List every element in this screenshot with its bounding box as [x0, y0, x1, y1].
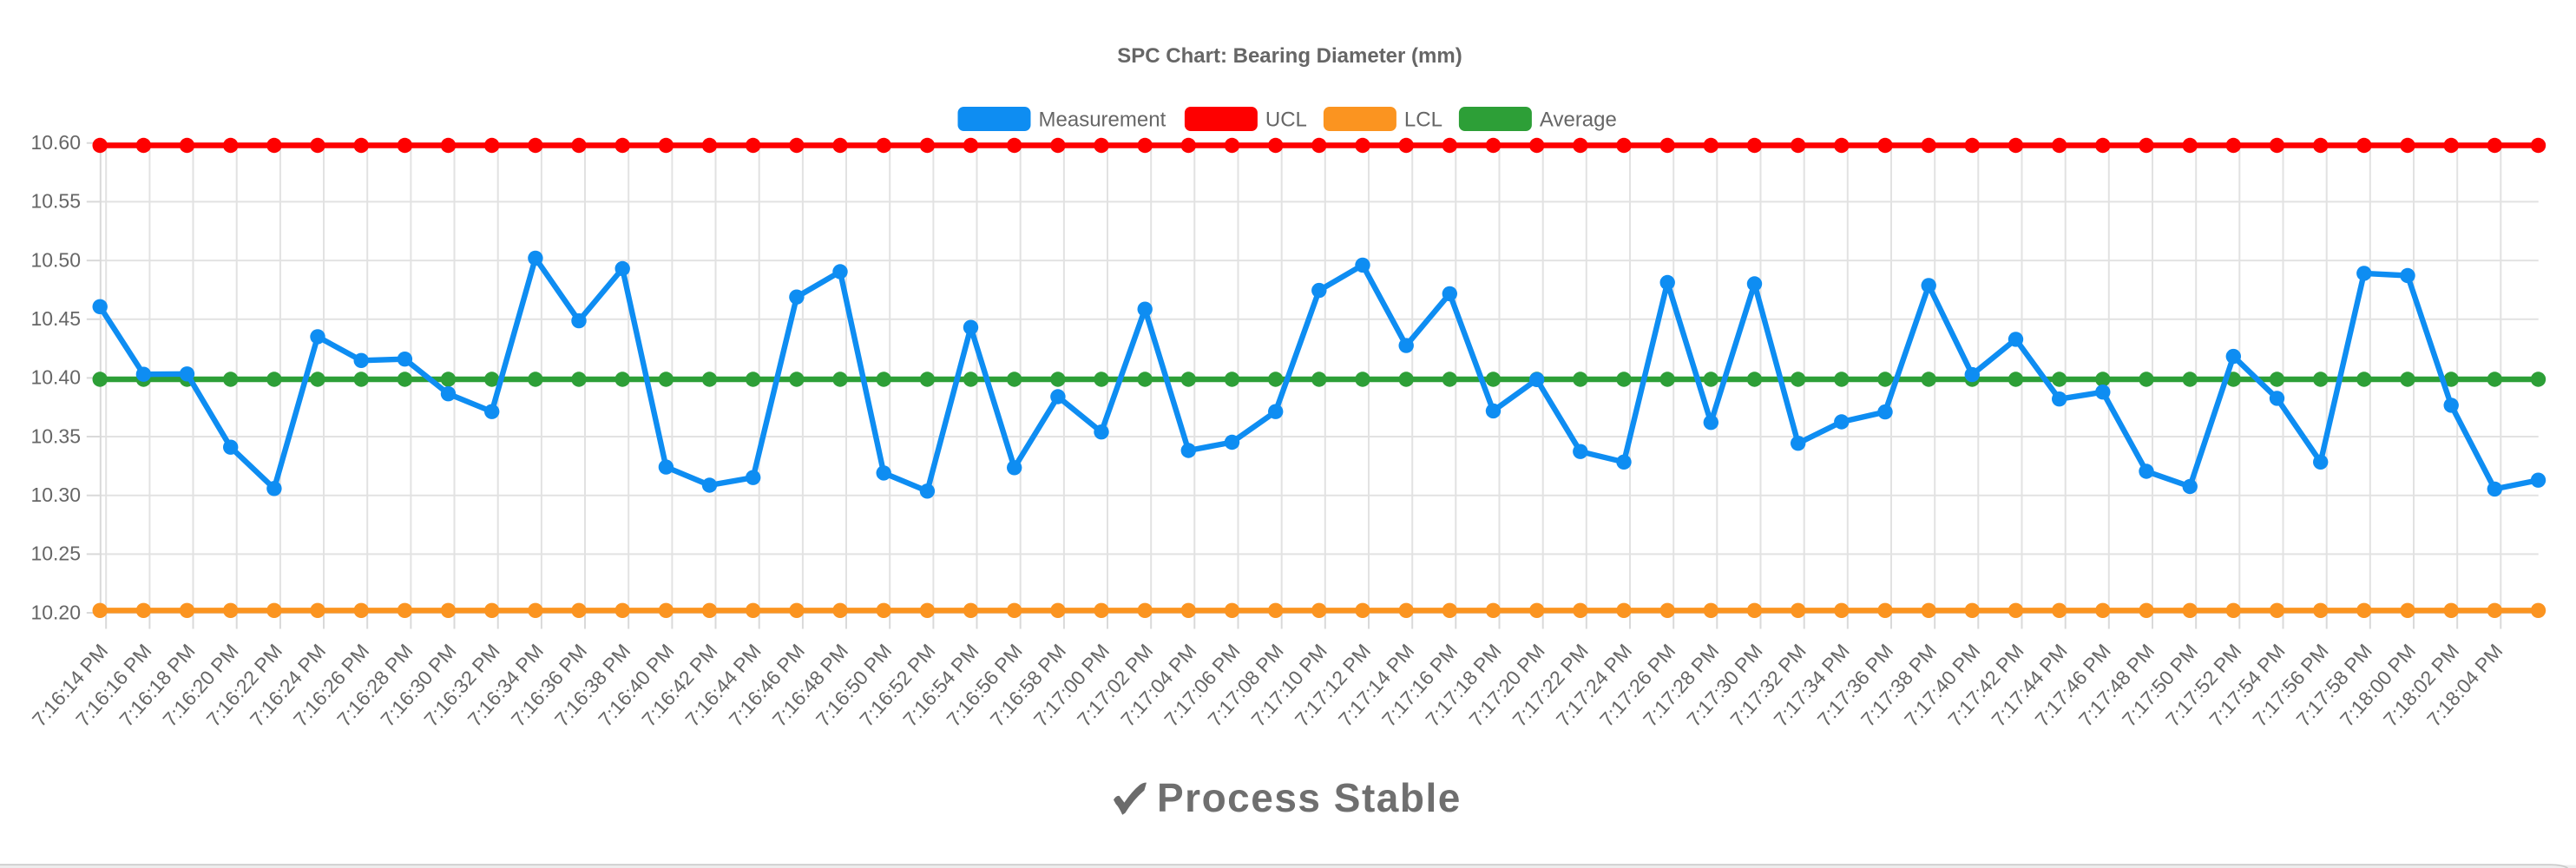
svg-text:10.45: 10.45 — [30, 307, 81, 330]
svg-text:10.25: 10.25 — [30, 542, 81, 565]
svg-text:10.55: 10.55 — [30, 190, 81, 213]
svg-text:10.35: 10.35 — [30, 424, 81, 447]
svg-text:LCL: LCL — [1404, 108, 1442, 132]
svg-text:10.20: 10.20 — [30, 601, 81, 623]
svg-text:10.50: 10.50 — [30, 248, 81, 271]
svg-text:10.30: 10.30 — [30, 483, 81, 506]
svg-text:SPC Chart: Bearing Diameter (m: SPC Chart: Bearing Diameter (mm) — [1117, 44, 1462, 68]
svg-text:10.60: 10.60 — [30, 131, 81, 154]
svg-text:UCL: UCL — [1265, 108, 1307, 132]
svg-text:Average: Average — [1540, 108, 1617, 132]
svg-text:Process Stable: Process Stable — [1157, 775, 1462, 820]
svg-text:10.40: 10.40 — [30, 366, 81, 389]
svg-text:Measurement: Measurement — [1039, 108, 1166, 132]
